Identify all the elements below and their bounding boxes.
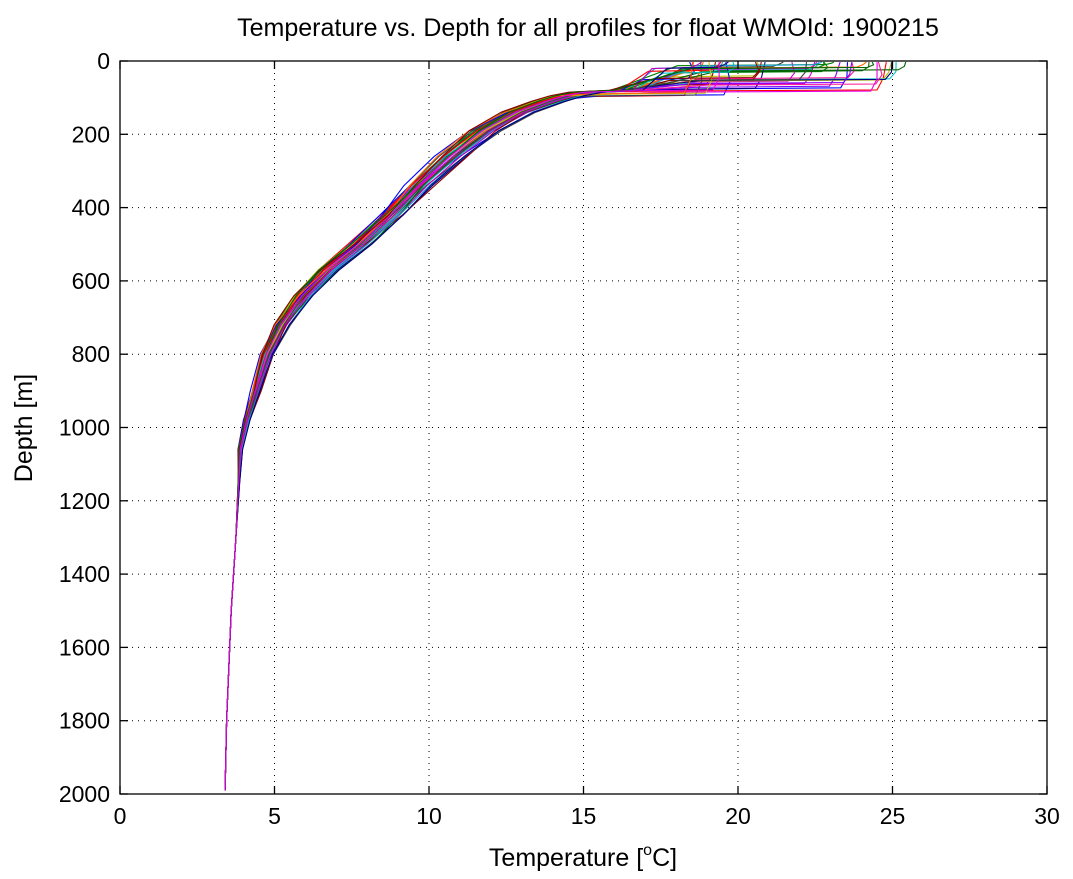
y-tick-label: 1000 [59,415,110,441]
x-tick-label: 25 [880,803,906,829]
profile-line [224,61,825,791]
profile-line [224,61,717,791]
x-tick-label: 15 [571,803,597,829]
profile-line [224,61,867,791]
profile-line [224,62,878,791]
x-tick-label: 5 [268,803,281,829]
profile-line [224,62,694,791]
y-tick-label: 400 [72,195,110,221]
grid-lines [120,61,1047,794]
profile-line [224,61,818,791]
y-tick-label: 1800 [59,708,110,734]
profile-line [224,62,897,791]
profile-line [224,61,724,791]
profile-line [224,61,702,791]
y-tick-label: 0 [97,48,110,74]
profile-line [224,61,695,791]
y-tick-label: 1400 [59,561,110,587]
profile-line [224,61,816,791]
x-tick-label: 30 [1034,803,1060,829]
profile-line [224,61,762,791]
axis-ticks [119,60,1048,795]
profile-line [224,61,795,791]
x-tick-label: 10 [416,803,442,829]
y-tick-label: 1200 [59,488,110,514]
profile-line [224,61,760,791]
x-tick-labels: 0 5 10 15 20 25 30 [114,803,1060,829]
profile-line [224,61,729,791]
profile-line [224,61,766,791]
profile-line [224,62,870,791]
profile-line [224,62,853,791]
profile-line [224,61,784,791]
profile-line [224,61,829,791]
profile-line [224,62,849,791]
profile-line [224,61,887,791]
profile-line [224,61,841,791]
profile-line [224,61,704,791]
profile-line [224,61,762,791]
y-tick-label: 800 [72,341,110,367]
profile-line [224,61,835,791]
profile-line [224,61,822,791]
profile-line [224,61,819,791]
profile-line [224,61,883,791]
y-tick-label: 2000 [59,781,110,807]
profile-line [224,62,720,791]
profile-line [224,62,713,791]
profile-line [224,61,731,791]
profile-line [224,61,893,791]
profile-line [224,62,893,791]
x-tick-label: 0 [114,803,127,829]
y-tick-label: 200 [72,121,110,147]
y-axis-label: Depth [m] [10,374,38,482]
x-tick-label: 20 [725,803,751,829]
profile-line [224,62,808,791]
x-axis-label: Temperature [oC] [489,842,677,872]
profile-line [224,61,735,791]
profile-line [224,61,875,791]
profile-line [224,62,703,791]
y-tick-label: 600 [72,268,110,294]
chart-title: Temperature vs. Depth for all profiles f… [237,14,939,42]
y-tick-labels: 0 200 400 600 800 1000 1200 1400 1600 1800 2000 [59,48,110,807]
profile-line [224,62,694,791]
profile-line [224,61,907,791]
y-tick-label: 1600 [59,634,110,660]
profile-line [224,61,855,791]
profile-line [224,61,722,791]
plot-area [224,61,907,791]
